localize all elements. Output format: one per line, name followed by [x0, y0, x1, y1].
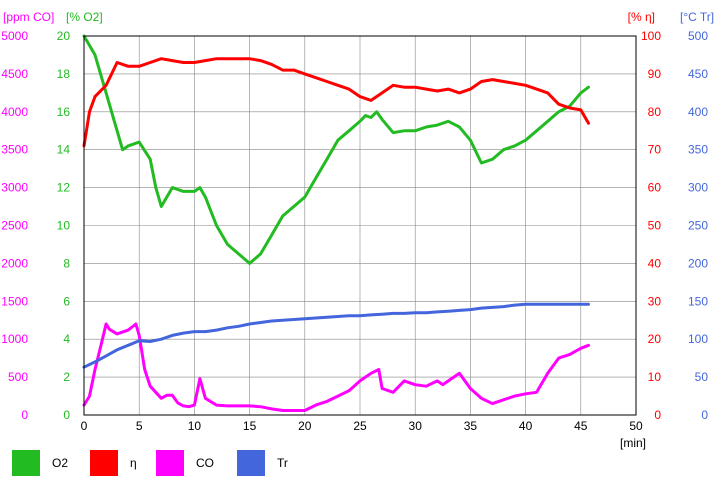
- axis-label-tr: [°C Tr]: [680, 10, 714, 24]
- axis-label-x: [min]: [620, 436, 646, 450]
- tick-label-tr-6: 300: [688, 181, 708, 195]
- axis-labels: [ppm CO] [% O2] [% η] [°C Tr] [min]: [3, 10, 714, 450]
- legend-label-1: η: [130, 456, 137, 470]
- plot-frame: [83, 35, 637, 416]
- tick-label-x-6: 30: [409, 419, 423, 433]
- legend-swatch-3: [237, 450, 265, 476]
- tick-label-co-4: 2000: [1, 256, 28, 270]
- tick-label-co-8: 4000: [1, 105, 28, 119]
- tick-label-co-6: 3000: [1, 181, 28, 195]
- tick-label-co-10: 5000: [1, 29, 28, 43]
- tick-label-x-5: 25: [353, 419, 367, 433]
- series-line-1: [82, 57, 590, 148]
- axis-label-o2: [% O2]: [66, 10, 103, 24]
- tick-label-o2-2: 4: [63, 332, 70, 346]
- tick-label-tr-7: 350: [688, 143, 708, 157]
- tick-label-o2-4: 8: [63, 256, 70, 270]
- tick-label-x-9: 45: [574, 419, 588, 433]
- tick-label-x-1: 5: [136, 419, 143, 433]
- tick-label-x-0: 0: [81, 419, 88, 433]
- tick-label-o2-5: 10: [57, 219, 71, 233]
- axis-label-co: [ppm CO]: [3, 10, 54, 24]
- tick-label-co-3: 1500: [1, 294, 28, 308]
- tick-label-x-4: 20: [298, 419, 312, 433]
- tick-label-o2-9: 18: [57, 67, 71, 81]
- legend-swatch-2: [156, 450, 184, 476]
- tick-label-co-0: 0: [21, 408, 28, 422]
- tick-label-co-7: 3500: [1, 143, 28, 157]
- series-line-o2: [82, 34, 590, 265]
- legend-label-2: CO: [196, 456, 214, 470]
- tick-label-x-3: 15: [243, 419, 257, 433]
- tick-label-eta-8: 80: [648, 105, 662, 119]
- tick-label-eta-0: 0: [654, 408, 661, 422]
- tick-label-eta-1: 10: [648, 370, 662, 384]
- tick-label-tr-10: 500: [688, 29, 708, 43]
- tick-label-eta-4: 40: [648, 256, 662, 270]
- tick-label-co-2: 1000: [1, 332, 28, 346]
- tick-label-tr-1: 50: [695, 370, 709, 384]
- tick-label-eta-10: 100: [641, 29, 661, 43]
- series-line-tr: [82, 302, 590, 369]
- tick-label-co-5: 2500: [1, 219, 28, 233]
- legend-item-0: O2: [12, 450, 68, 476]
- series-line-co: [82, 322, 590, 412]
- tick-label-eta-2: 20: [648, 332, 662, 346]
- tick-label-o2-8: 16: [57, 105, 71, 119]
- tick-label-x-7: 35: [464, 419, 478, 433]
- tick-label-o2-3: 6: [63, 294, 70, 308]
- grid: [83, 35, 637, 416]
- legend-item-3: Tr: [237, 450, 288, 476]
- tick-label-eta-7: 70: [648, 143, 662, 157]
- tick-label-o2-6: 12: [57, 181, 71, 195]
- tick-label-o2-0: 0: [63, 408, 70, 422]
- tick-label-co-9: 4500: [1, 67, 28, 81]
- tick-label-tr-5: 250: [688, 219, 708, 233]
- tick-label-o2-1: 2: [63, 370, 70, 384]
- legend-label-0: O2: [52, 456, 69, 470]
- tick-label-o2-7: 14: [57, 143, 71, 157]
- legend: O2 η CO Tr: [0, 450, 720, 480]
- tick-label-eta-6: 60: [648, 181, 662, 195]
- tick-label-eta-3: 30: [648, 294, 662, 308]
- tick-label-eta-5: 50: [648, 219, 662, 233]
- tick-label-x-2: 10: [188, 419, 202, 433]
- tick-label-x-10: 50: [629, 419, 643, 433]
- tick-label-tr-8: 400: [688, 105, 708, 119]
- tick-labels: 0500100015002000250030003500400045005000…: [1, 29, 708, 433]
- tick-label-x-8: 40: [519, 419, 533, 433]
- tick-label-co-1: 500: [8, 370, 28, 384]
- tick-label-tr-4: 200: [688, 256, 708, 270]
- legend-item-1: η: [90, 450, 137, 476]
- legend-swatch-0: [12, 450, 40, 476]
- tick-label-o2-10: 20: [57, 29, 71, 43]
- tick-label-tr-9: 450: [688, 67, 708, 81]
- legend-swatch-1: [90, 450, 118, 476]
- tick-label-eta-9: 90: [648, 67, 662, 81]
- tick-label-tr-2: 100: [688, 332, 708, 346]
- tick-label-tr-3: 150: [688, 294, 708, 308]
- tick-label-tr-0: 0: [701, 408, 708, 422]
- series-lines: [82, 34, 590, 412]
- legend-item-2: CO: [156, 450, 214, 476]
- axis-label-eta: [% η]: [628, 10, 655, 24]
- legend-label-3: Tr: [277, 456, 288, 470]
